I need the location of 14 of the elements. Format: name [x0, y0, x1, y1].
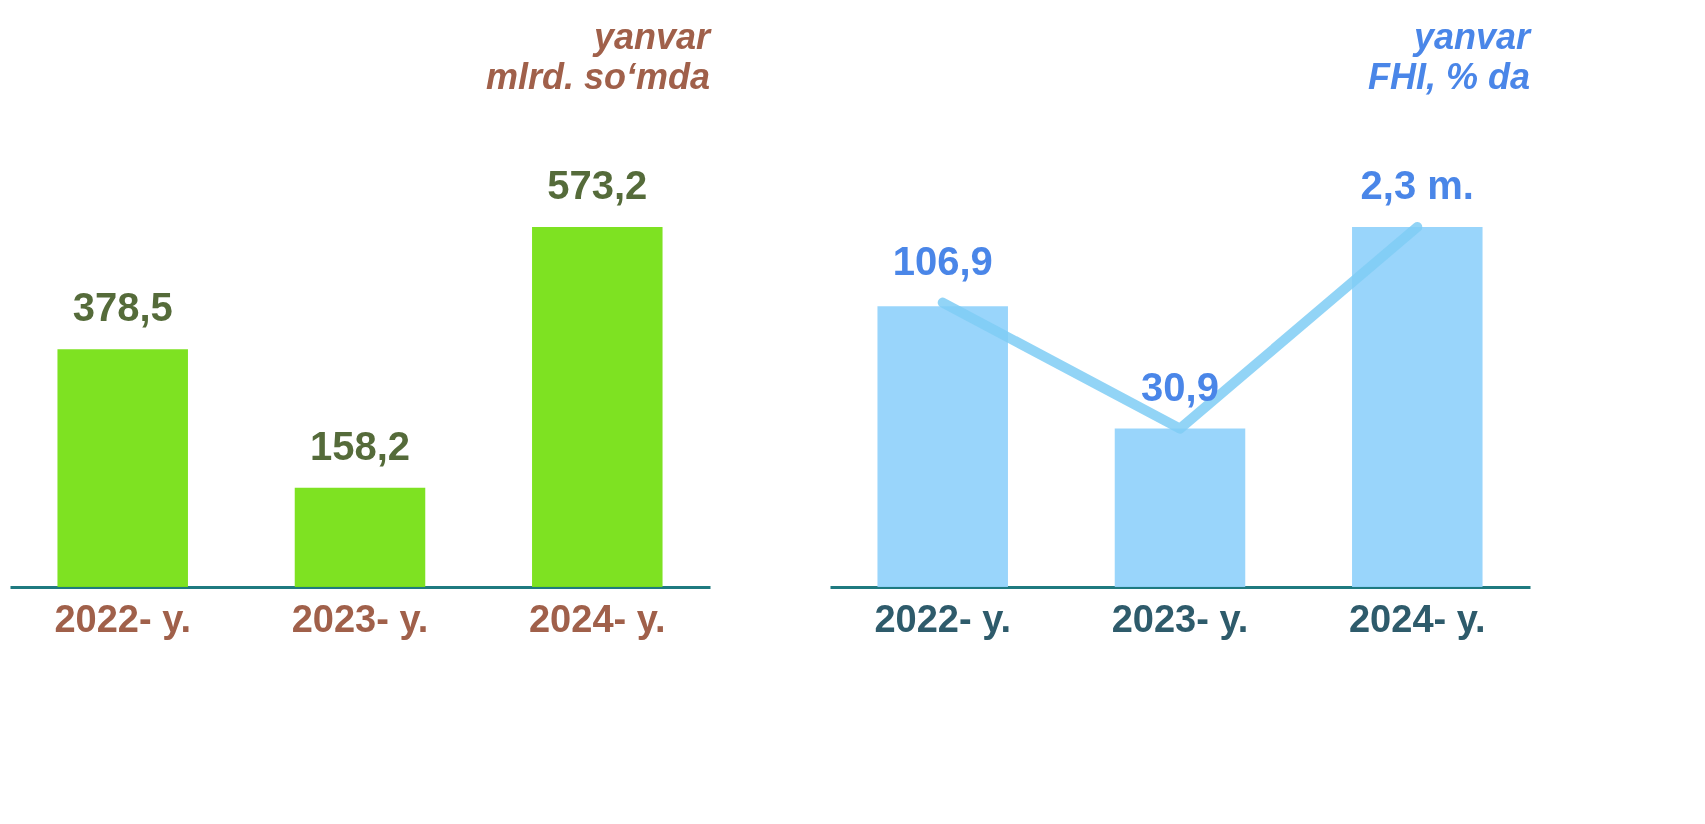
x-tick-label: 2024- y.: [528, 597, 666, 640]
x-tick-label: 2022- y.: [54, 597, 192, 640]
x-tick-label: 2022- y.: [874, 597, 1012, 640]
data-label: 378,5: [72, 285, 173, 330]
data-label: 573,2: [547, 163, 648, 207]
chart-title: yanvar FHI, % da: [1367, 16, 1532, 97]
text: 2,3 m.: [1360, 163, 1474, 207]
text: 106,9: [892, 238, 993, 283]
x-tick-label: 2024- y.: [1348, 597, 1486, 640]
x-tick-label: 2023- y.: [1111, 597, 1249, 640]
x-tick-label: 2023- y.: [291, 597, 429, 640]
text: 30,9: [1141, 364, 1219, 409]
chart-title: yanvar mlrd. so‘mda: [485, 16, 712, 97]
data-label: 158,2: [309, 423, 411, 468]
